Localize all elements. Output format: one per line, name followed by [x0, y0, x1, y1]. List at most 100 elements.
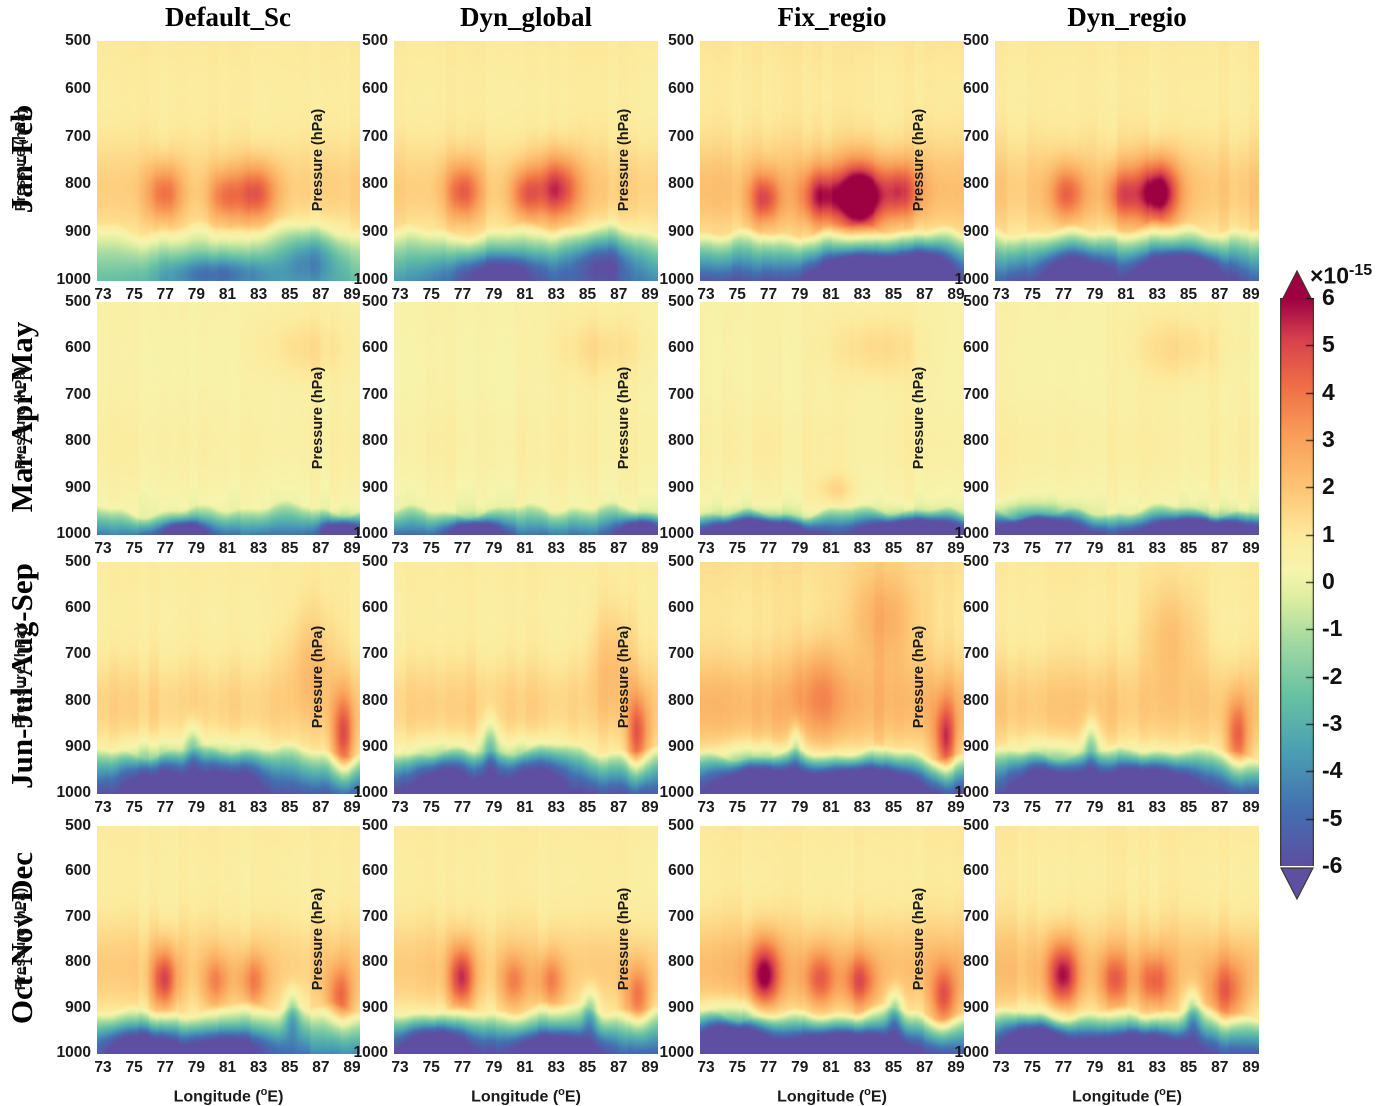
- x-tick-label: 75: [422, 1059, 440, 1076]
- y-tick-label: 900: [963, 998, 989, 1016]
- y-tick-label: 900: [362, 478, 388, 496]
- y-tick-label: 500: [362, 817, 388, 834]
- x-axis-label: Longitude (oE): [777, 1086, 887, 1106]
- y-tick-label: 700: [668, 645, 694, 663]
- y-tick-label: 500: [362, 32, 388, 49]
- x-tick-label: 73: [391, 540, 409, 557]
- y-tick-label: 600: [963, 339, 989, 357]
- x-tick-label: 89: [641, 1059, 659, 1076]
- y-tick-label: 600: [362, 79, 388, 97]
- y-tick-label: 500: [65, 32, 91, 49]
- x-tick-label: 79: [187, 1059, 205, 1076]
- colorbar-tick-label: 3: [1322, 426, 1335, 452]
- heatmap-panel-mar-apr-may-fix_regio: [700, 302, 964, 535]
- heatmap-canvas: [700, 826, 964, 1054]
- x-tick-label: 77: [759, 1059, 778, 1076]
- y-tick-label: 900: [668, 223, 694, 241]
- x-tick-label: 79: [485, 1059, 503, 1076]
- x-tick-label: 83: [1148, 286, 1166, 303]
- heatmap-canvas: [97, 826, 360, 1054]
- y-tick-label: 900: [668, 478, 694, 496]
- heatmap-panel-jan-feb-default_sc: [97, 41, 360, 281]
- x-tick-label: 77: [759, 286, 778, 303]
- colorbar-tick-label: 6: [1322, 284, 1335, 310]
- x-axis-label: Longitude (oE): [471, 1086, 581, 1106]
- y-tick-label: 600: [668, 79, 694, 97]
- colorbar-tick-label: 2: [1322, 473, 1335, 500]
- y-tick-label: 800: [668, 432, 694, 450]
- y-tick-label: 800: [963, 953, 989, 971]
- y-axis-label: Pressure (hPa): [911, 366, 927, 469]
- x-tick-label: 81: [1117, 540, 1135, 557]
- x-tick-label: 75: [422, 540, 440, 557]
- heatmap-panel-mar-apr-may-dyn_regio: [995, 302, 1259, 535]
- x-tick-label: 85: [1179, 286, 1198, 303]
- x-tick-label: 81: [1117, 799, 1135, 816]
- y-tick-label: 800: [362, 432, 388, 450]
- x-tick-label: 85: [578, 540, 597, 557]
- heatmap-canvas: [394, 826, 658, 1054]
- heatmap-panel-jun-jul-aug-sep-fix_regio: [700, 562, 964, 794]
- x-tick-label: 87: [610, 1059, 628, 1076]
- x-tick-label: 85: [884, 540, 903, 557]
- y-axis-label: Pressure (hPa): [13, 108, 29, 212]
- x-tick-label: 89: [343, 286, 361, 303]
- x-tick-label: 75: [728, 540, 746, 557]
- y-tick-label: 500: [668, 553, 694, 570]
- heatmap-canvas: [700, 41, 964, 281]
- x-tick-label: 81: [218, 1059, 237, 1076]
- x-tick-label: 79: [187, 286, 205, 303]
- y-axis-label: Pressure (hPa): [911, 625, 927, 729]
- x-tick-label: 87: [916, 286, 934, 303]
- y-tick-label: 800: [65, 432, 91, 450]
- x-tick-label: 85: [884, 1059, 903, 1076]
- heatmap-canvas: [700, 562, 964, 794]
- x-tick-label: 73: [94, 286, 112, 303]
- x-tick-label: 75: [728, 799, 746, 816]
- x-tick-label: 85: [1179, 799, 1198, 816]
- y-tick-label: 700: [668, 127, 694, 145]
- y-tick-label: 600: [668, 862, 694, 880]
- y-tick-label: 600: [963, 599, 989, 617]
- y-tick-label: 1000: [954, 271, 989, 288]
- colorbar-tick-label: -4: [1322, 757, 1343, 784]
- x-axis-label: Longitude (oE): [1072, 1086, 1182, 1106]
- y-tick-label: 700: [668, 907, 694, 925]
- heatmap-panel-jan-feb-dyn_regio: [995, 41, 1259, 281]
- y-tick-label: 600: [963, 79, 989, 97]
- x-tick-label: 73: [992, 1059, 1010, 1076]
- x-tick-label: 75: [1023, 286, 1041, 303]
- heatmap-panel-oct-nov-dec-default_sc: [97, 826, 360, 1054]
- y-tick-label: 500: [65, 293, 91, 310]
- y-tick-label: 1000: [659, 1044, 694, 1061]
- x-tick-label: 87: [312, 799, 330, 816]
- x-tick-label: 73: [992, 286, 1010, 303]
- heatmap-panel-oct-nov-dec-dyn_global: [394, 826, 658, 1054]
- y-tick-label: 1000: [353, 784, 388, 801]
- heatmap-panel-jun-jul-aug-sep-dyn_regio: [995, 562, 1259, 794]
- x-tick-label: 89: [343, 540, 361, 557]
- x-tick-label: 87: [916, 540, 934, 557]
- x-tick-label: 79: [485, 540, 503, 557]
- x-tick-label: 73: [697, 540, 715, 557]
- x-tick-label: 87: [1211, 540, 1229, 557]
- y-tick-label: 1000: [56, 784, 91, 801]
- y-tick-label: 600: [65, 79, 91, 97]
- x-tick-label: 89: [1242, 286, 1260, 303]
- x-tick-label: 87: [610, 286, 628, 303]
- y-tick-label: 800: [362, 691, 388, 709]
- y-tick-label: 800: [963, 175, 989, 193]
- column-title-dyn_global: Dyn_global: [459, 2, 593, 32]
- x-tick-label: 89: [1242, 799, 1260, 816]
- x-tick-label: 77: [453, 1059, 472, 1076]
- x-tick-label: 75: [728, 1059, 746, 1076]
- x-tick-label: 89: [947, 799, 965, 816]
- heatmap-canvas: [995, 41, 1259, 281]
- x-tick-label: 85: [578, 1059, 597, 1076]
- x-tick-label: 83: [250, 286, 268, 303]
- y-tick-label: 500: [963, 553, 989, 570]
- x-tick-label: 79: [187, 799, 205, 816]
- y-axis-label: Pressure (hPa): [310, 366, 326, 469]
- x-tick-label: 89: [641, 286, 659, 303]
